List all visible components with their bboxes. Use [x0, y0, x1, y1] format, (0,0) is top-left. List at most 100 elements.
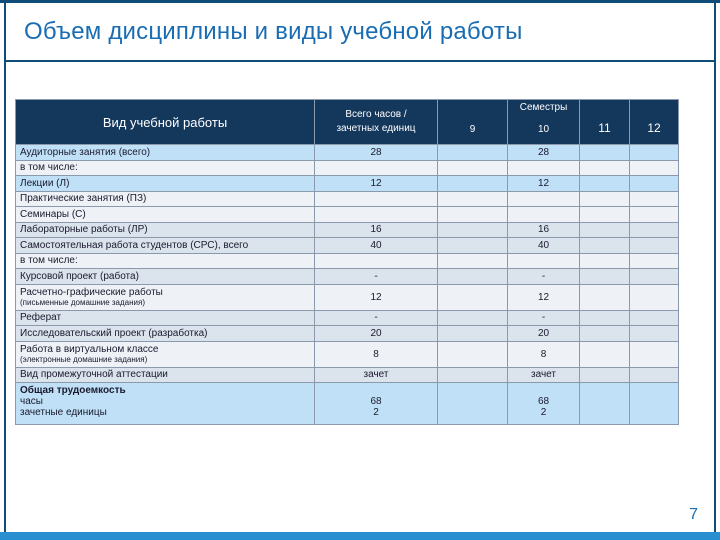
total-hours-value: 68: [370, 396, 382, 407]
work-type-label: Исследовательский проект (разработка): [20, 327, 208, 339]
semester-11-cell: [579, 283, 630, 311]
semester-9-cell: [437, 309, 508, 326]
semester-12-cell: [629, 190, 679, 207]
semester-10-credits-value: 2: [540, 407, 547, 418]
work-type-cell: Практические занятия (ПЗ): [15, 190, 315, 207]
work-type-label: Работа в виртуальном классе: [20, 344, 159, 355]
semester-11-cell: [579, 340, 630, 368]
header-semester-12: 12: [629, 99, 679, 145]
semester-10-cell: -: [507, 268, 580, 285]
table-row: Самостоятельная работа студентов (СРС), …: [15, 237, 679, 254]
total-credits-value: 2: [373, 407, 379, 418]
total-hours-cell: 8: [314, 340, 438, 368]
semester-10-cell: зачет: [507, 366, 580, 383]
work-type-label: Реферат: [20, 312, 62, 324]
semester-12-cell: [629, 144, 679, 161]
work-type-label: Расчетно-графические работы: [20, 287, 163, 298]
table-row: Семинары (С): [15, 206, 679, 223]
semester-11-cell: [579, 252, 630, 269]
semester-10-cell: [507, 159, 580, 176]
work-type-label: Аудиторные занятия (всего): [20, 146, 151, 158]
semester-12-cell: [629, 382, 679, 425]
total-hours-cell: [314, 159, 438, 176]
semester-9-cell: [437, 268, 508, 285]
semester-10-cell: 12: [507, 283, 580, 311]
work-type-cell: Исследовательский проект (разработка): [15, 325, 315, 342]
table-row: Лабораторные работы (ЛР) 16 16: [15, 221, 679, 238]
total-workload-title: Общая трудоемкость: [20, 385, 126, 396]
total-hours-cell: [314, 206, 438, 223]
total-hours-cell: 16: [314, 221, 438, 238]
semester-11-cell: [579, 325, 630, 342]
total-hours-cell: 28: [314, 144, 438, 161]
work-type-label: в том числе:: [20, 255, 78, 267]
header-semester-11: 11: [579, 99, 630, 145]
table-row: Расчетно-графические работы (письменные д…: [15, 283, 679, 311]
total-workload-label-cell: Общая трудоемкость часы зачетные единицы: [15, 382, 315, 425]
title-separator: [4, 60, 716, 62]
semester-9-cell: [437, 206, 508, 223]
table-row: Лекции (Л) 12 12: [15, 175, 679, 192]
work-type-cell: Вид промежуточной аттестации: [15, 366, 315, 383]
work-type-label: Курсовой проект (работа): [20, 270, 139, 282]
semester-10-cell: 28: [507, 144, 580, 161]
semester-12-cell: [629, 325, 679, 342]
total-hours-cell: 20: [314, 325, 438, 342]
semester-10-cell: [507, 190, 580, 207]
header-semester-9: 9: [437, 99, 508, 145]
semester-10-cell: 8: [507, 340, 580, 368]
semester-10-cell: [507, 252, 580, 269]
slide-title: Объем дисциплины и виды учебной работы: [24, 18, 523, 45]
semester-10-hours-value: 68: [537, 396, 550, 407]
total-overall-cell: 68 2: [314, 382, 438, 425]
slide-border-left: [4, 0, 6, 540]
work-type-label: Практические занятия (ПЗ): [20, 193, 147, 205]
semester-11-cell: [579, 159, 630, 176]
semester-11-cell: [579, 237, 630, 254]
slide-border-right: [714, 0, 716, 540]
work-type-cell: в том числе:: [15, 252, 315, 269]
header-semester-10: Семестры 10: [507, 99, 580, 145]
table-row: Вид промежуточной аттестации зачет зачет: [15, 366, 679, 383]
total-workload-row: Общая трудоемкость часы зачетные единицы 6…: [15, 382, 679, 425]
workload-table: Вид учебной работы Всего часов / зачетны…: [15, 99, 679, 425]
header-total-line1: Всего часов /: [345, 109, 407, 120]
top-rule: [0, 0, 720, 3]
semester-10-total-cell: 68 2: [507, 382, 580, 425]
table-header-row: Вид учебной работы Всего часов / зачетны…: [15, 99, 679, 145]
semester-10-cell: [507, 206, 580, 223]
semester-12-cell: [629, 175, 679, 192]
work-type-label: Вид промежуточной аттестации: [20, 369, 168, 381]
total-hours-cell: зачет: [314, 366, 438, 383]
semester-12-cell: [629, 283, 679, 311]
total-hours-label: часы: [20, 396, 43, 407]
work-type-cell: Работа в виртуальном классе (электронные …: [15, 340, 315, 368]
semester-9-cell: [437, 159, 508, 176]
semester-9-cell: [437, 382, 508, 425]
semester-12-cell: [629, 159, 679, 176]
work-type-label: Лабораторные работы (ЛР): [20, 224, 148, 236]
work-type-cell: Реферат: [15, 309, 315, 326]
semester-9-cell: [437, 190, 508, 207]
semester-12-cell: [629, 237, 679, 254]
semester-11-cell: [579, 175, 630, 192]
semester-9-cell: [437, 144, 508, 161]
work-type-sublabel: (письменные домашние задания): [20, 298, 145, 307]
total-hours-cell: [314, 190, 438, 207]
semester-9-cell: [437, 325, 508, 342]
total-hours-cell: 12: [314, 283, 438, 311]
semesters-label: Семестры: [519, 102, 568, 113]
table-row: Реферат - -: [15, 309, 679, 326]
semester-11-cell: [579, 382, 630, 425]
table-row: в том числе:: [15, 252, 679, 269]
work-type-cell: в том числе:: [15, 159, 315, 176]
total-hours-cell: -: [314, 309, 438, 326]
work-type-label: Самостоятельная работа студентов (СРС), …: [20, 239, 249, 251]
semester-9-cell: [437, 252, 508, 269]
work-type-label: в том числе:: [20, 162, 78, 174]
table-row: Курсовой проект (работа) - -: [15, 268, 679, 285]
work-type-cell: Самостоятельная работа студентов (СРС), …: [15, 237, 315, 254]
semester-10-cell: 12: [507, 175, 580, 192]
semester-12-cell: [629, 221, 679, 238]
semester-12-cell: [629, 268, 679, 285]
